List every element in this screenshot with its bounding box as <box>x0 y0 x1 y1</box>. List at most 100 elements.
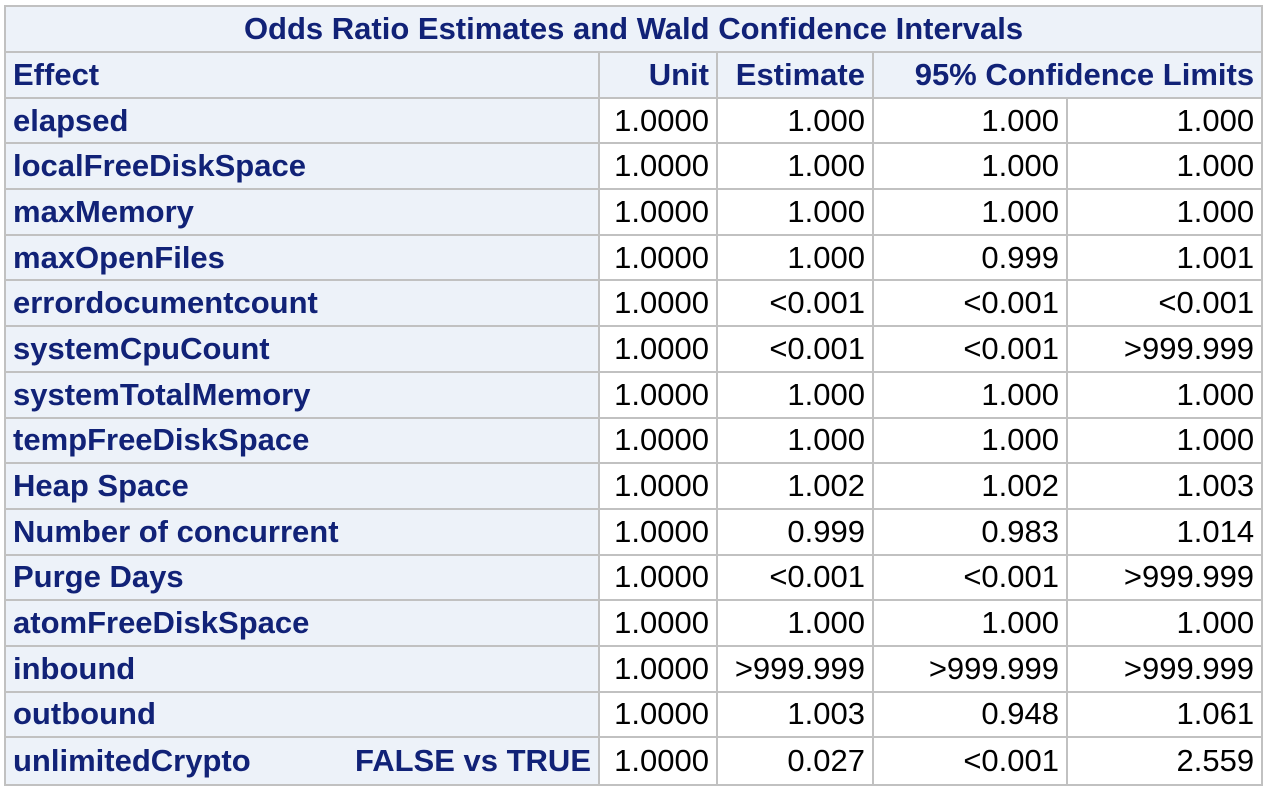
estimate-cell: 1.000 <box>718 144 874 191</box>
upper-limit-cell: >999.999 <box>1068 555 1262 602</box>
effect-label: elapsed <box>13 102 129 138</box>
effect-label: unlimitedCrypto <box>13 743 251 779</box>
lower-limit-cell: 1.000 <box>874 98 1068 145</box>
unit-cell: 1.0000 <box>600 190 718 236</box>
effect-label: Number of concurrent <box>13 513 339 549</box>
lower-limit-cell: 1.002 <box>874 464 1068 510</box>
upper-limit-cell: 1.001 <box>1068 235 1262 282</box>
row-effect-cell: inbound <box>6 646 600 693</box>
effect-label: tempFreeDiskSpace <box>13 422 310 458</box>
unit-cell: 1.0000 <box>600 692 718 739</box>
odds-ratio-table: Odds Ratio Estimates and Wald Confidence… <box>4 5 1264 786</box>
table-row: Number of concurrent 1.0000 0.999 0.983 1.01… <box>6 509 1262 556</box>
table-row: localFreeDiskSpace 1.0000 1.000 1.000 1.000 <box>6 144 1262 191</box>
lower-limit-cell: 0.948 <box>874 692 1068 739</box>
upper-limit-cell: 1.061 <box>1068 692 1262 739</box>
table-row: systemTotalMemory 1.0000 1.000 1.000 1.000 <box>6 372 1262 419</box>
effect-label: errordocumentcount <box>13 285 318 321</box>
lower-limit-cell: 1.000 <box>874 601 1068 647</box>
column-header-estimate: Estimate <box>718 53 874 99</box>
table-row: tempFreeDiskSpace 1.0000 1.000 1.000 1.000 <box>6 418 1262 465</box>
row-effect-cell: tempFreeDiskSpace <box>6 418 600 465</box>
table-row: maxMemory 1.0000 1.000 1.000 1.000 <box>6 190 1262 236</box>
effect-label: Heap Space <box>13 468 189 504</box>
table-row: atomFreeDiskSpace 1.0000 1.000 1.000 1.000 <box>6 601 1262 647</box>
unit-cell: 1.0000 <box>600 464 718 510</box>
estimate-cell: 0.999 <box>718 509 874 556</box>
estimate-cell: <0.001 <box>718 327 874 373</box>
table-body: elapsed 1.0000 1.000 1.000 1.000 localFreeDis… <box>6 98 1262 784</box>
effect-label: systemTotalMemory <box>13 376 311 412</box>
upper-limit-cell: 1.000 <box>1068 372 1262 419</box>
table-title: Odds Ratio Estimates and Wald Confidence… <box>6 7 1262 53</box>
estimate-cell: 1.000 <box>718 601 874 647</box>
upper-limit-cell: <0.001 <box>1068 281 1262 328</box>
row-effect-cell: errordocumentcount <box>6 281 600 328</box>
estimate-cell: 1.000 <box>718 418 874 465</box>
estimate-cell: 1.003 <box>718 692 874 739</box>
effect-label: systemCpuCount <box>13 330 270 366</box>
column-header-confidence-limits: 95% Confidence Limits <box>874 53 1262 99</box>
table-row: systemCpuCount 1.0000 <0.001 <0.001 >999.999 <box>6 327 1262 373</box>
row-effect-cell: maxOpenFiles <box>6 235 600 282</box>
table-row: inbound 1.0000 >999.999 >999.999 >999.999 <box>6 646 1262 693</box>
unit-cell: 1.0000 <box>600 555 718 602</box>
row-effect-cell: atomFreeDiskSpace <box>6 601 600 647</box>
upper-limit-cell: 1.000 <box>1068 190 1262 236</box>
table-row: unlimitedCrypto FALSE vs TRUE 1.0000 0.027 <… <box>6 738 1262 784</box>
table-row: maxOpenFiles 1.0000 1.000 0.999 1.001 <box>6 235 1262 282</box>
unit-cell: 1.0000 <box>600 509 718 556</box>
upper-limit-cell: 1.014 <box>1068 509 1262 556</box>
lower-limit-cell: <0.001 <box>874 327 1068 373</box>
estimate-cell: 1.000 <box>718 235 874 282</box>
unit-cell: 1.0000 <box>600 738 718 784</box>
estimate-cell: 1.002 <box>718 464 874 510</box>
row-effect-cell: Heap Space <box>6 464 600 510</box>
upper-limit-cell: 1.000 <box>1068 144 1262 191</box>
estimate-cell: <0.001 <box>718 555 874 602</box>
estimate-cell: 0.027 <box>718 738 874 784</box>
effect-label: localFreeDiskSpace <box>13 148 306 184</box>
unit-cell: 1.0000 <box>600 98 718 145</box>
row-effect-cell: elapsed <box>6 98 600 145</box>
column-header-unit: Unit <box>600 53 718 99</box>
row-effect-cell: Purge Days <box>6 555 600 602</box>
effect-label: atomFreeDiskSpace <box>13 605 310 641</box>
row-effect-cell: Number of concurrent <box>6 509 600 556</box>
unit-cell: 1.0000 <box>600 601 718 647</box>
table-row: elapsed 1.0000 1.000 1.000 1.000 <box>6 98 1262 145</box>
effect-label: maxOpenFiles <box>13 239 225 275</box>
estimate-cell: 1.000 <box>718 98 874 145</box>
row-effect-cell: systemCpuCount <box>6 327 600 373</box>
column-header-effect: Effect <box>6 53 600 99</box>
effect-label: outbound <box>13 696 156 732</box>
lower-limit-cell: <0.001 <box>874 738 1068 784</box>
upper-limit-cell: >999.999 <box>1068 646 1262 693</box>
unit-cell: 1.0000 <box>600 144 718 191</box>
table-row: Purge Days 1.0000 <0.001 <0.001 >999.999 <box>6 555 1262 602</box>
upper-limit-cell: >999.999 <box>1068 327 1262 373</box>
upper-limit-cell: 1.000 <box>1068 601 1262 647</box>
effect-label: inbound <box>13 650 136 686</box>
upper-limit-cell: 1.000 <box>1068 418 1262 465</box>
estimate-cell: <0.001 <box>718 281 874 328</box>
unit-cell: 1.0000 <box>600 235 718 282</box>
estimate-cell: >999.999 <box>718 646 874 693</box>
comparison-label: FALSE vs TRUE <box>355 743 591 779</box>
unit-cell: 1.0000 <box>600 418 718 465</box>
unit-cell: 1.0000 <box>600 372 718 419</box>
lower-limit-cell: 0.999 <box>874 235 1068 282</box>
upper-limit-cell: 1.000 <box>1068 98 1262 145</box>
table-row: outbound 1.0000 1.003 0.948 1.061 <box>6 692 1262 739</box>
unit-cell: 1.0000 <box>600 646 718 693</box>
row-effect-cell: localFreeDiskSpace <box>6 144 600 191</box>
unit-cell: 1.0000 <box>600 327 718 373</box>
estimate-cell: 1.000 <box>718 372 874 419</box>
lower-limit-cell: 0.983 <box>874 509 1068 556</box>
effect-label: maxMemory <box>13 193 194 229</box>
table-row: errordocumentcount 1.0000 <0.001 <0.001 <0.0… <box>6 281 1262 328</box>
lower-limit-cell: <0.001 <box>874 555 1068 602</box>
lower-limit-cell: 1.000 <box>874 418 1068 465</box>
odds-ratio-table-container: Odds Ratio Estimates and Wald Confidence… <box>4 5 1264 786</box>
estimate-cell: 1.000 <box>718 190 874 236</box>
